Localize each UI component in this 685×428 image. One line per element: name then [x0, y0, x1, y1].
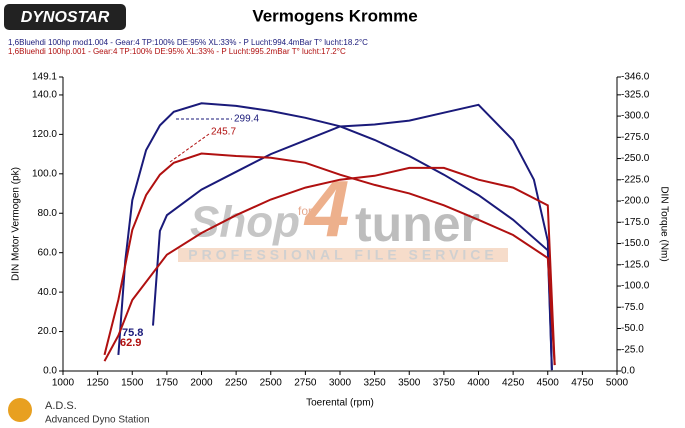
x-tick-label: 1000 [52, 378, 75, 389]
y-tick-label: 40.0 [38, 287, 58, 298]
y2-tick-label: -100.0 [621, 281, 650, 292]
curve [117, 102, 553, 371]
y2-tick-label: 0.0 [621, 366, 635, 377]
watermark: Shop for 4 tuner PROFESSIONAL FILE SERVI… [178, 164, 508, 263]
y2-axis-label: DIN Torque (Nm) [658, 186, 669, 261]
y-tick-label: 20.0 [38, 326, 58, 337]
y-tick-label: 0.0 [43, 366, 57, 377]
annotation-leader [169, 133, 210, 163]
x-tick-label: 1500 [121, 378, 144, 389]
curve [103, 152, 556, 366]
y-tick-label: 80.0 [38, 208, 58, 219]
x-axis-label: Toerental (rpm) [306, 398, 374, 409]
wm-service: PROFESSIONAL FILE SERVICE [188, 247, 498, 263]
y2-tick-label: -225.0 [621, 174, 650, 185]
wm-shop: Shop [190, 198, 300, 247]
y2-tick-label: -250.0 [621, 153, 650, 164]
logo: DYNOSTAR [21, 9, 110, 26]
x-tick-label: 4250 [502, 378, 525, 389]
x-tick-label: 5000 [606, 378, 629, 389]
legend-entry: 1,6Bluehdi 100hp mod1.004 - Gear:4 TP:10… [8, 38, 368, 47]
y2-tick-label: -275.0 [621, 132, 650, 143]
y2-tick-label: -346.0 [621, 72, 650, 83]
x-tick-label: 2750 [294, 378, 317, 389]
x-tick-label: 2250 [225, 378, 248, 389]
y2-tick-label: -50.0 [621, 323, 644, 334]
wm-tuner: tuner [355, 196, 480, 252]
annotation: 245.7 [211, 127, 236, 138]
x-tick-label: 4750 [571, 378, 594, 389]
x-tick-label: 3750 [433, 378, 456, 389]
logo-box [4, 4, 126, 30]
y-tick-label: 120.0 [32, 129, 57, 140]
annotation: 299.4 [234, 114, 259, 125]
x-tick-label: 2000 [190, 378, 213, 389]
y2-tick-label: -325.0 [621, 89, 650, 100]
footer-logo [8, 398, 32, 422]
legend-entry: 1,6Bluehdi 100hp.001 - Gear:4 TP:100% DE… [8, 47, 346, 56]
x-tick-label: 4000 [467, 378, 490, 389]
wm-four: 4 [303, 164, 350, 253]
annotation: 62.9 [120, 337, 141, 349]
wm-for: for [298, 204, 312, 218]
y-tick-label: 60.0 [38, 247, 58, 258]
y2-tick-label: -25.0 [621, 344, 644, 355]
x-tick-label: 3000 [329, 378, 352, 389]
x-tick-label: 1250 [87, 378, 110, 389]
x-tick-label: 1750 [156, 378, 179, 389]
y2-tick-label: -200.0 [621, 196, 650, 207]
y-tick-label: 100.0 [32, 168, 57, 179]
y2-tick-label: -300.0 [621, 111, 650, 122]
y-tick-label: 140.0 [32, 90, 57, 101]
annotation: 75.8 [122, 327, 143, 339]
chart-title: Vermogens Kromme [252, 6, 417, 25]
curve [152, 103, 553, 371]
y-tick-label: 149.1 [32, 72, 57, 83]
y-axis-label: DIN Motor Vermogen (pk) [11, 167, 22, 281]
y2-tick-label: -125.0 [621, 259, 650, 270]
y2-tick-label: -175.0 [621, 217, 650, 228]
footer-brand: A.D.S. [45, 400, 77, 412]
footer-subtitle: Advanced Dyno Station [45, 415, 150, 426]
x-tick-label: 4500 [537, 378, 560, 389]
x-tick-label: 3250 [364, 378, 387, 389]
wm-band [178, 248, 508, 262]
x-tick-label: 2500 [260, 378, 283, 389]
y2-tick-label: -75.0 [621, 302, 644, 313]
y2-tick-label: -150.0 [621, 238, 650, 249]
x-tick-label: 3500 [398, 378, 421, 389]
curve [103, 166, 556, 366]
